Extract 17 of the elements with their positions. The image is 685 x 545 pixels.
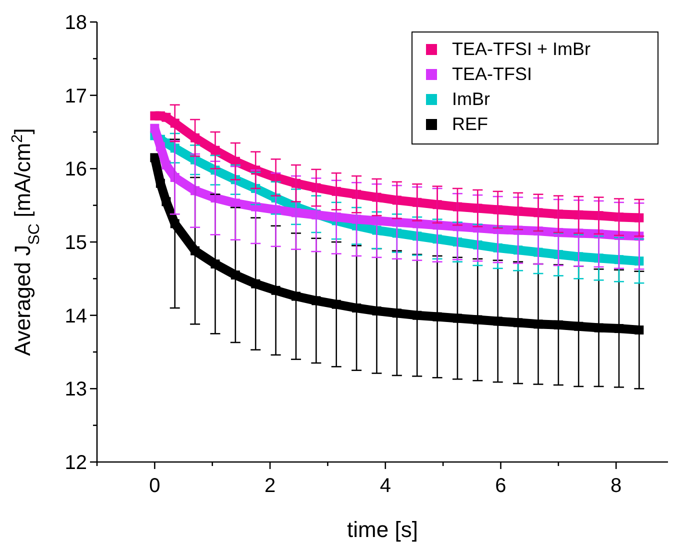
legend-label: TEA-TFSI [452,64,532,84]
y-tick-label: 16 [64,158,87,181]
x-tick-label: 2 [264,475,276,497]
x-tick-label: 8 [610,475,622,497]
y-tick-label: 14 [64,305,87,328]
y-tick-label: 17 [64,85,87,108]
x-tick-label: 0 [149,475,160,497]
x-axis-title: time [s] [347,517,418,542]
legend-label: REF [452,114,488,134]
legend-label: TEA-TFSI + ImBr [452,39,591,59]
x-tick-label: 4 [380,475,391,497]
y-tick-label: 15 [64,232,87,254]
y-tick-label: 12 [64,452,87,474]
y-tick-label: 18 [64,12,87,34]
legend-label: ImBr [452,89,490,109]
y-tick-label: 13 [64,378,87,401]
x-tick-label: 6 [495,475,506,497]
